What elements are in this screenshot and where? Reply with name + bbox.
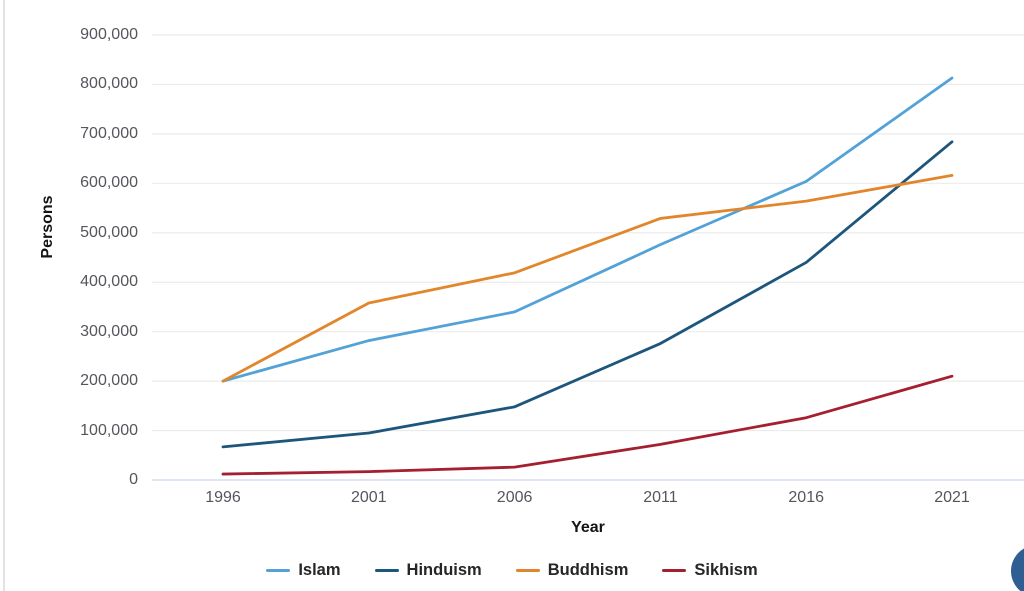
- y-tick-label: 200,000: [80, 372, 138, 390]
- x-tick-label: 2006: [496, 489, 533, 506]
- legend-swatch-icon: [374, 568, 399, 573]
- y-tick-label: 400,000: [80, 273, 138, 291]
- x-tick-label: 2016: [788, 489, 824, 506]
- legend-item-islam[interactable]: Islam: [266, 561, 341, 580]
- panel-edge-divider: [3, 0, 5, 591]
- y-tick-label: 800,000: [80, 75, 138, 93]
- y-tick-label: 900,000: [80, 26, 138, 43]
- legend-label: Islam: [298, 561, 341, 579]
- chart-legend: Islam Hinduism Buddhism Sikhism: [0, 561, 1024, 580]
- legend-item-hinduism[interactable]: Hinduism: [374, 561, 482, 580]
- y-tick-label: 300,000: [80, 322, 138, 340]
- legend-swatch-icon: [266, 568, 291, 573]
- legend-label: Buddhism: [547, 561, 629, 579]
- legend-label: Sikhism: [694, 561, 758, 579]
- x-tick-label: 2021: [934, 489, 970, 506]
- x-tick-label: 1996: [205, 489, 241, 506]
- series-line-hinduism: [221, 140, 954, 449]
- series-line-buddhism: [221, 174, 954, 383]
- series-line-sikhism: [221, 374, 954, 476]
- x-axis-title: Year: [571, 519, 605, 536]
- series-line-islam: [221, 76, 954, 383]
- legend-label: Hinduism: [406, 561, 482, 579]
- x-tick-label: 2001: [351, 489, 387, 506]
- y-tick-label: 100,000: [80, 421, 138, 439]
- legend-item-buddhism[interactable]: Buddhism: [515, 561, 629, 580]
- legend-item-sikhism[interactable]: Sikhism: [662, 561, 758, 580]
- y-tick-label: 500,000: [80, 223, 138, 241]
- y-tick-label: 700,000: [80, 124, 138, 142]
- floating-action-button[interactable]: [1011, 545, 1024, 591]
- x-tick-label: 2011: [643, 489, 678, 506]
- y-tick-label: 600,000: [80, 174, 138, 192]
- legend-swatch-icon: [515, 568, 540, 573]
- legend-swatch-icon: [662, 568, 687, 573]
- y-tick-label: 0: [129, 471, 138, 488]
